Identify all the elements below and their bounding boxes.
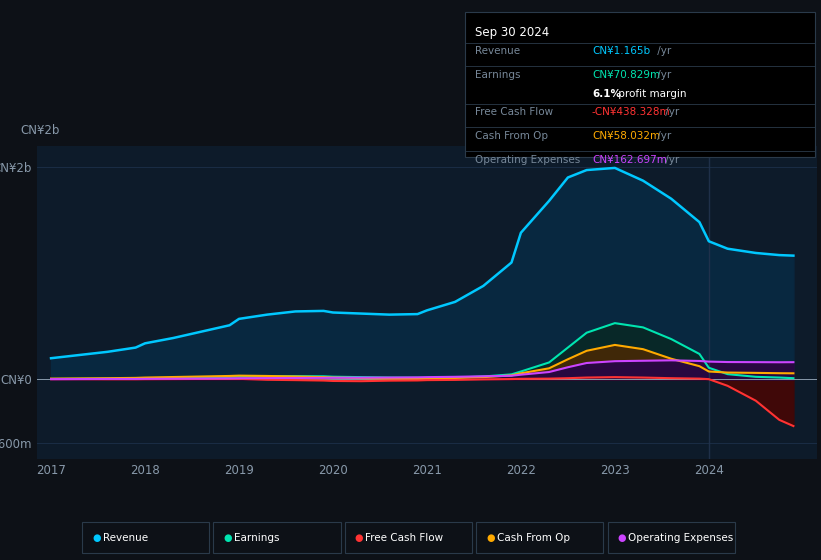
Text: Cash From Op: Cash From Op (497, 533, 570, 543)
Text: CN¥1.165b: CN¥1.165b (592, 46, 650, 57)
Text: Free Cash Flow: Free Cash Flow (475, 108, 553, 118)
Text: CN¥162.697m: CN¥162.697m (592, 155, 667, 165)
Text: CN¥58.032m: CN¥58.032m (592, 131, 660, 141)
Text: Earnings: Earnings (234, 533, 279, 543)
Text: /yr: /yr (654, 131, 671, 141)
Text: ●: ● (355, 533, 363, 543)
Text: ●: ● (486, 533, 494, 543)
Text: ●: ● (617, 533, 626, 543)
Text: profit margin: profit margin (615, 88, 686, 99)
Text: Revenue: Revenue (475, 46, 520, 57)
Text: CN¥2b: CN¥2b (21, 124, 60, 137)
Text: Earnings: Earnings (475, 70, 520, 80)
Text: Cash From Op: Cash From Op (475, 131, 548, 141)
Text: Free Cash Flow: Free Cash Flow (365, 533, 443, 543)
Text: CN¥70.829m: CN¥70.829m (592, 70, 660, 80)
Text: Operating Expenses: Operating Expenses (628, 533, 733, 543)
Text: ●: ● (223, 533, 232, 543)
Text: -CN¥438.328m: -CN¥438.328m (592, 108, 671, 118)
Text: /yr: /yr (662, 108, 679, 118)
Text: /yr: /yr (654, 46, 671, 57)
Text: /yr: /yr (662, 155, 679, 165)
Text: ●: ● (92, 533, 100, 543)
Text: /yr: /yr (654, 70, 671, 80)
Text: 6.1%: 6.1% (592, 88, 621, 99)
Text: Operating Expenses: Operating Expenses (475, 155, 580, 165)
Text: Revenue: Revenue (103, 533, 148, 543)
Text: Sep 30 2024: Sep 30 2024 (475, 26, 548, 39)
